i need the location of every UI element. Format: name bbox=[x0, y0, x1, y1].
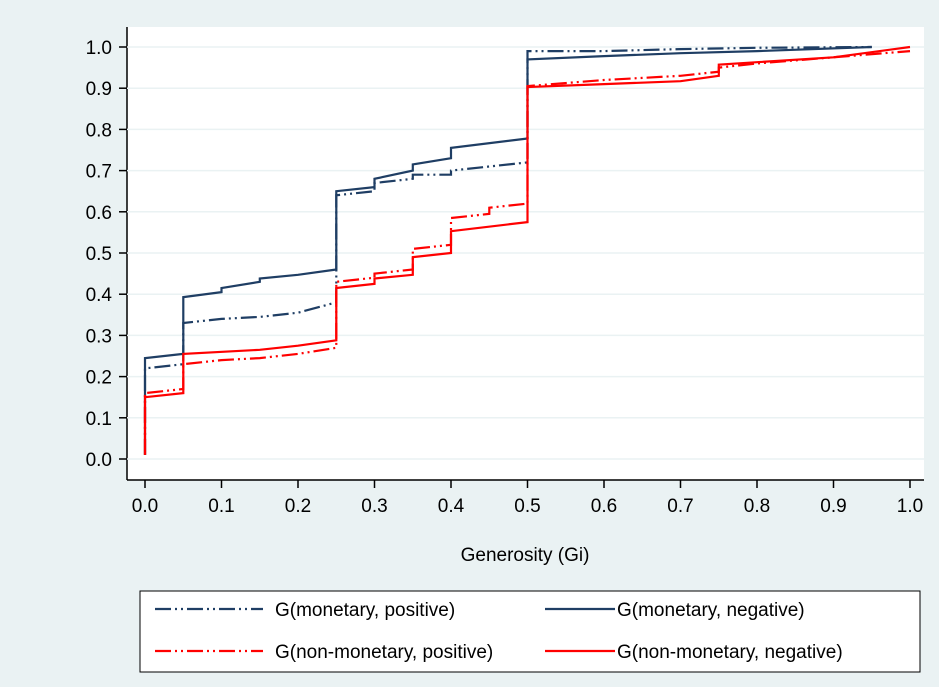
legend-label-1: G(monetary, positive) bbox=[275, 600, 455, 621]
x-axis-ticks: 0.0 0.1 0.2 0.3 0.4 0.5 0.6 0.7 0.8 0.9 1.0 bbox=[132, 480, 923, 517]
legend-label-3: G(non-monetary, positive) bbox=[275, 642, 493, 663]
legend-label-4: G(non-monetary, negative) bbox=[617, 642, 843, 663]
x-tick-label: 0.7 bbox=[667, 496, 693, 517]
legend-box bbox=[139, 590, 921, 673]
series-line-2 bbox=[143, 45, 872, 455]
x-tick-label: 0.2 bbox=[285, 496, 311, 517]
series-line-4 bbox=[143, 45, 911, 455]
y-tick-label: 0.1 bbox=[86, 409, 112, 430]
legend: G(monetary, positive) G(monetary, negativ… bbox=[139, 590, 921, 673]
x-tick-label: 0.1 bbox=[208, 496, 234, 517]
x-tick-label: 0.9 bbox=[820, 496, 846, 517]
legend-items: G(monetary, positive) G(monetary, negativ… bbox=[155, 600, 843, 663]
x-axis-title: Generosity (Gi) bbox=[461, 545, 590, 566]
y-tick-label: 0.6 bbox=[86, 203, 112, 224]
y-tick-label: 0.9 bbox=[86, 79, 112, 100]
x-tick-label: 1.0 bbox=[897, 496, 923, 517]
x-tick-label: 0.4 bbox=[438, 496, 465, 517]
series-line-3 bbox=[143, 50, 911, 455]
x-tick-label: 0.0 bbox=[132, 496, 158, 517]
x-tick-label: 0.8 bbox=[744, 496, 770, 517]
grid-lines bbox=[127, 46, 924, 460]
y-tick-label: 0.7 bbox=[86, 162, 112, 183]
y-tick-label: 1.0 bbox=[86, 38, 112, 59]
y-tick-label: 0.0 bbox=[86, 450, 112, 471]
y-tick-label: 0.3 bbox=[86, 326, 112, 347]
x-tick-label: 0.6 bbox=[591, 496, 617, 517]
y-tick-label: 0.5 bbox=[86, 244, 112, 265]
legend-label-2: G(monetary, negative) bbox=[617, 600, 805, 621]
y-tick-label: 0.2 bbox=[86, 368, 112, 389]
series-lines bbox=[143, 45, 911, 455]
series-line-1 bbox=[143, 45, 872, 455]
x-tick-label: 0.3 bbox=[361, 496, 387, 517]
y-tick-label: 0.4 bbox=[86, 285, 113, 306]
y-tick-label: 0.8 bbox=[86, 120, 112, 141]
x-tick-label: 0.5 bbox=[514, 496, 540, 517]
y-axis-ticks: 0.0 0.1 0.2 0.3 0.4 0.5 0.6 0.7 0.8 0.9 1.0 bbox=[86, 38, 127, 471]
